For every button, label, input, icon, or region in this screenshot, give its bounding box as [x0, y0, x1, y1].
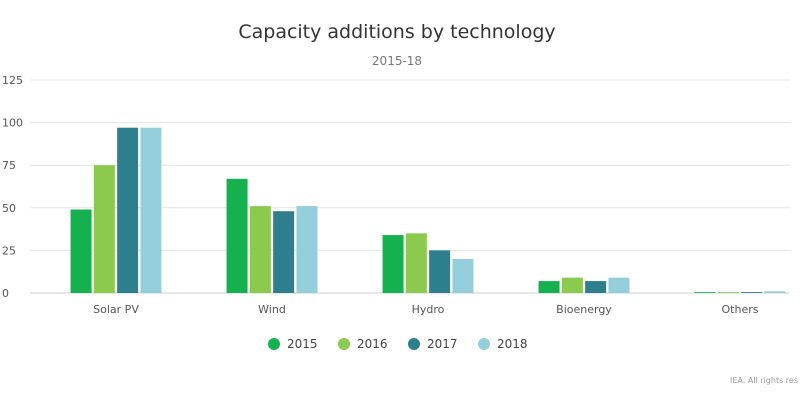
bar-solar-pv-2015[interactable] — [70, 209, 92, 293]
bar-wind-2016[interactable] — [249, 206, 271, 293]
y-tick-label: 25 — [2, 244, 16, 257]
x-axis-categories: Solar PV Wind Hydro Bioenergy Others — [93, 303, 759, 316]
legend-label: 2016 — [357, 337, 388, 351]
bar-bioenergy-2017[interactable] — [585, 281, 607, 293]
x-category-label: Wind — [258, 303, 286, 316]
bar-wind-2017[interactable] — [273, 211, 295, 293]
legend-item-2015[interactable]: 2015 — [268, 337, 318, 351]
bar-solar-pv-2018[interactable] — [140, 127, 162, 293]
bar-others-2017[interactable] — [741, 292, 763, 293]
legend-swatch — [408, 338, 420, 350]
legend-label: 2015 — [287, 337, 318, 351]
bar-others-2016[interactable] — [717, 292, 739, 293]
bar-bioenergy-2016[interactable] — [561, 277, 583, 293]
y-tick-label: 100 — [2, 117, 23, 130]
credit-text: IEA. All rights res — [730, 376, 798, 385]
bar-hydro-2016[interactable] — [405, 233, 427, 293]
chart-subtitle: 2015-18 — [372, 54, 422, 68]
chart-title: Capacity additions by technology — [238, 21, 555, 43]
x-category-label: Solar PV — [93, 303, 139, 316]
legend-label: 2017 — [427, 337, 458, 351]
bar-hydro-2017[interactable] — [429, 250, 451, 293]
y-tick-label: 50 — [2, 202, 16, 215]
bar-others-2015[interactable] — [694, 292, 716, 293]
bars — [70, 127, 786, 293]
y-axis-ticks: 0 25 50 75 100 125 — [2, 74, 23, 300]
legend-item-2017[interactable]: 2017 — [408, 337, 458, 351]
x-category-label: Others — [722, 303, 759, 316]
bar-wind-2015[interactable] — [226, 178, 248, 293]
y-tick-label: 125 — [2, 74, 23, 87]
y-tick-label: 0 — [2, 287, 9, 300]
legend[interactable]: 2015 2016 2017 2018 — [268, 337, 528, 351]
bar-hydro-2015[interactable] — [382, 235, 404, 293]
bar-bioenergy-2018[interactable] — [608, 277, 630, 293]
legend-swatch — [268, 338, 280, 350]
bar-hydro-2018[interactable] — [452, 258, 474, 293]
bar-bioenergy-2015[interactable] — [538, 281, 560, 293]
x-category-label: Bioenergy — [556, 303, 612, 316]
bar-solar-pv-2017[interactable] — [117, 127, 139, 293]
x-category-label: Hydro — [412, 303, 445, 316]
legend-swatch — [338, 338, 350, 350]
legend-label: 2018 — [497, 337, 528, 351]
bar-others-2018[interactable] — [764, 291, 786, 293]
legend-item-2016[interactable]: 2016 — [338, 337, 388, 351]
legend-item-2018[interactable]: 2018 — [478, 337, 528, 351]
bar-wind-2018[interactable] — [296, 206, 318, 293]
bar-solar-pv-2016[interactable] — [93, 165, 115, 293]
y-tick-label: 75 — [2, 159, 16, 172]
legend-swatch — [478, 338, 490, 350]
